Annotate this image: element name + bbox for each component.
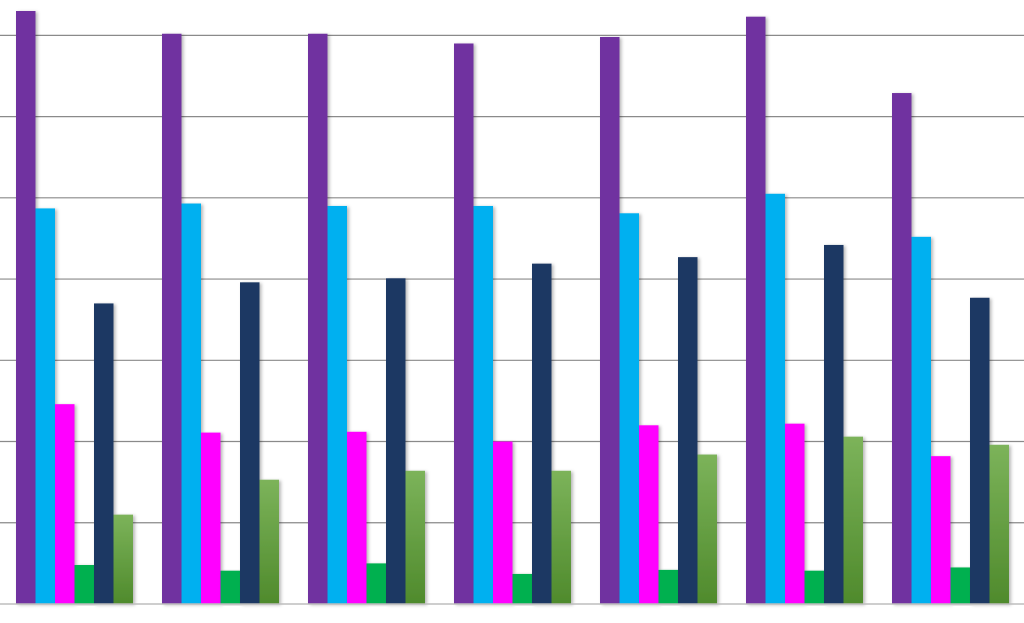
bar (405, 470, 425, 604)
category-group (454, 43, 571, 604)
bar (911, 236, 931, 604)
bar (366, 563, 386, 604)
category-group (162, 33, 279, 605)
bar (765, 193, 785, 604)
bar (16, 11, 36, 604)
bar (658, 569, 678, 604)
bar (892, 93, 912, 605)
bar (493, 441, 513, 604)
bar (989, 444, 1009, 604)
bar (600, 36, 620, 605)
category-group (746, 16, 863, 605)
bar (162, 33, 182, 605)
bar (746, 16, 766, 605)
bar (259, 479, 279, 604)
bar (551, 470, 571, 604)
bar (386, 278, 406, 604)
category-group (16, 11, 133, 605)
bar (639, 425, 659, 604)
bar (950, 567, 970, 604)
bar (532, 263, 552, 604)
bar (473, 205, 493, 604)
category-group (600, 36, 717, 605)
bar (512, 573, 532, 604)
bar (308, 33, 328, 605)
bar (220, 570, 240, 604)
bar (970, 297, 990, 604)
bar (201, 432, 221, 604)
bar (181, 203, 201, 604)
bars (16, 11, 1009, 605)
bar (824, 244, 844, 604)
bar (347, 431, 367, 604)
bar (454, 43, 474, 604)
bar (74, 565, 94, 604)
bar (327, 205, 347, 604)
bar (804, 570, 824, 604)
bar (678, 257, 698, 604)
bar (55, 404, 75, 604)
category-group (892, 93, 1009, 605)
bar (843, 436, 863, 604)
bar (94, 303, 114, 604)
bar (240, 282, 260, 604)
bar (697, 454, 717, 604)
category-group (308, 33, 425, 605)
bar (619, 213, 639, 604)
bar (113, 514, 133, 604)
bar (785, 423, 805, 604)
bar (35, 208, 55, 605)
bar (931, 456, 951, 604)
